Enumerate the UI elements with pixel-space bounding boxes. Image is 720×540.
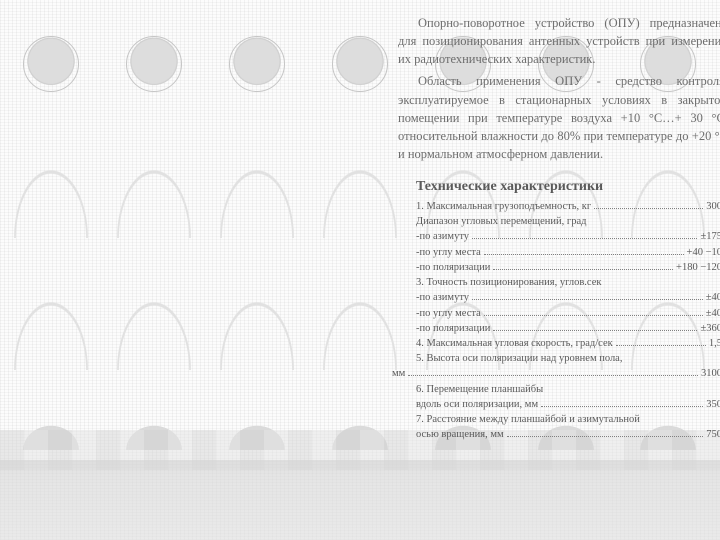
spec-line: -по азимуту ±175 [416,229,720,244]
spec-label: -по углу места [416,245,481,260]
spec-line: -по поляризации +180 −120 [416,260,720,275]
spec-line: 4. Максимальная угловая скорость, град/с… [416,336,720,351]
spec-label: 1. Максимальная грузоподъемность, кг [416,199,591,214]
spec-value: 350 [706,397,720,412]
spec-value: +40 −10 [687,245,720,260]
spec-line: осью вращения, мм 750 [416,427,720,442]
spec-label: осью вращения, мм [416,427,504,442]
spec-value: ±360 [700,321,720,336]
spec-line: -по азимуту ±40 [416,290,720,305]
intro-text: Опорно-поворотное устройство (ОПУ) предн… [398,14,720,167]
dot-leader [493,269,673,270]
spec-value: 300 [706,199,720,214]
spec-label: -по азимуту [416,290,469,305]
dot-leader [616,345,706,346]
spec-line: -по углу места ±40 [416,306,720,321]
page-content: Опорно-поворотное устройство (ОПУ) предн… [0,0,720,540]
spec-label: 4. Максимальная угловая скорость, град/с… [416,336,613,351]
spec-value: 1,5 [709,336,720,351]
spec-line: 1. Максимальная грузоподъемность, кг 300 [416,199,720,214]
spec-line: 6. Перемещение планшайбы [416,382,720,397]
spec-label: -по поляризации [416,260,490,275]
spec-value: ±40 [706,306,720,321]
dot-leader [484,315,703,316]
dot-leader [493,330,697,331]
dot-leader [594,208,703,209]
spec-label: -по поляризации [416,321,490,336]
spec-label: -по азимуту [416,229,469,244]
spec-value: ±40 [706,290,720,305]
spec-line: -по углу места +40 −10 [416,245,720,260]
spec-line: 5. Высота оси поляризации над уровнем по… [416,351,720,366]
spec-value: 750 [706,427,720,442]
dot-leader [541,406,703,407]
spec-line: Диапазон угловых перемещений, град [416,214,720,229]
spec-label: -по углу места [416,306,481,321]
spec-line: мм 3100 [392,366,720,381]
spec-line: 3. Точность позиционирования, углов.сек [416,275,720,290]
spec-value: ±175 [700,229,720,244]
spec-line: -по поляризации ±360 [416,321,720,336]
dot-leader [484,254,684,255]
spec-label: мм [392,366,405,381]
dot-leader [472,299,703,300]
specs-block: Технические характеристики 1. Максимальн… [416,179,720,443]
spec-label: вдоль оси поляризации, мм [416,397,538,412]
intro-paragraph-1: Опорно-поворотное устройство (ОПУ) предн… [398,14,720,68]
spec-line: 7. Расстояние между планшайбой и азимута… [416,412,720,427]
spec-line: вдоль оси поляризации, мм 350 [416,397,720,412]
dot-leader [507,436,704,437]
dot-leader [408,375,698,376]
spec-value: +180 −120 [676,260,720,275]
intro-paragraph-2: Область применения ОПУ - средство контро… [398,72,720,163]
dot-leader [472,238,697,239]
specs-title: Технические характеристики [416,179,720,195]
spec-value: 3100 [701,366,720,381]
